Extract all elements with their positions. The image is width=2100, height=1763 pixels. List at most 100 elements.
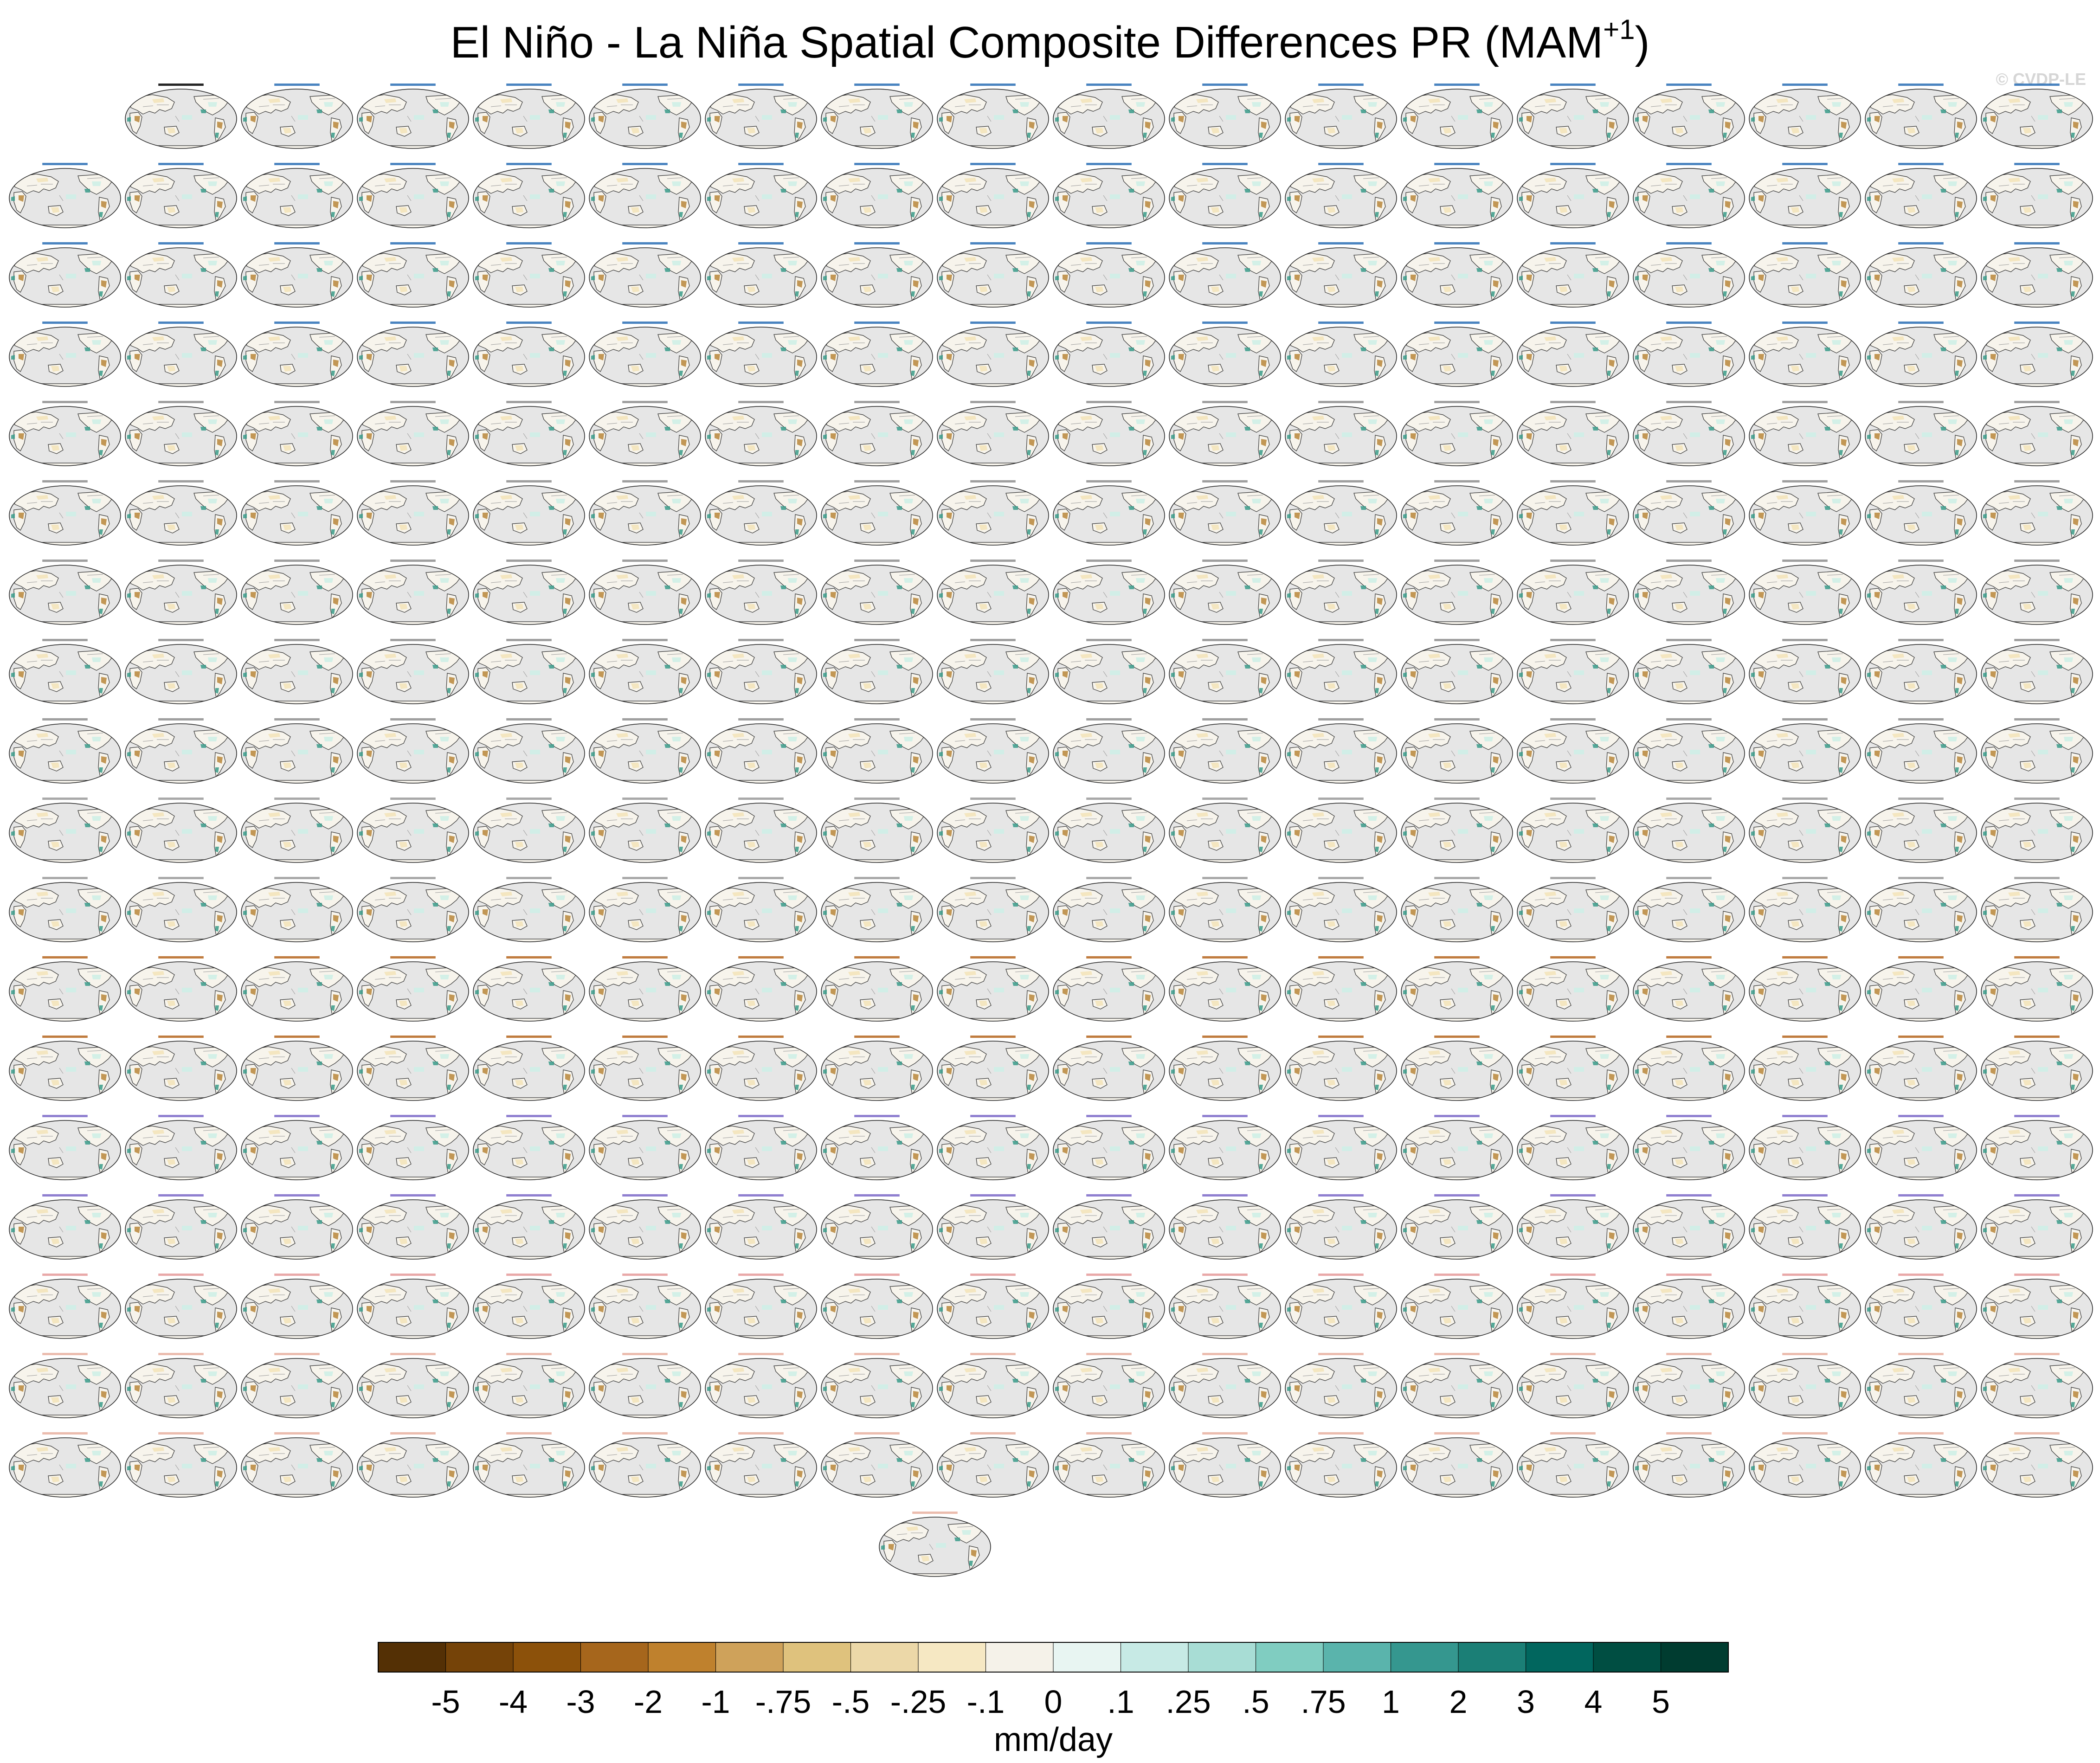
- colorbar-swatch: [1188, 1642, 1256, 1673]
- panel-label: [274, 322, 320, 324]
- colorbar-swatch: [1323, 1642, 1391, 1673]
- panel-label: [1318, 718, 1364, 721]
- map-panel: [821, 718, 933, 784]
- panel-label: [1666, 163, 1712, 165]
- map-panel-globe: [357, 1120, 469, 1181]
- map-panel: [1169, 560, 1281, 625]
- map-panel-globe: [1865, 89, 1977, 149]
- map-panel-globe: [589, 168, 701, 229]
- panel-label: [738, 718, 784, 721]
- panel-label: [1666, 639, 1712, 641]
- map-panel: [241, 242, 353, 308]
- map-panel-globe: [9, 962, 121, 1022]
- map-panel-globe: [473, 89, 585, 149]
- map-panel-globe: [1401, 89, 1513, 149]
- map-panel-globe: [1053, 803, 1165, 863]
- panel-label: [1434, 84, 1480, 86]
- map-panel-globe: [589, 803, 701, 863]
- map-panel-globe: [1517, 406, 1629, 467]
- panel-label: [970, 322, 1016, 324]
- panel-label: [1666, 1036, 1712, 1038]
- map-panel-globe: [1517, 1041, 1629, 1101]
- map-panel: [1865, 322, 1977, 387]
- map-panel-globe: [9, 1279, 121, 1339]
- map-panel: [705, 1115, 817, 1181]
- panel-label: [42, 242, 88, 245]
- map-panel: [1633, 1432, 1745, 1498]
- map-panel: [1749, 877, 1861, 943]
- panel-label: [1782, 798, 1828, 800]
- panel-label: [854, 1274, 900, 1276]
- panel-label: [970, 480, 1016, 483]
- panel-label: [1550, 84, 1596, 86]
- map-panel: [821, 1115, 933, 1181]
- panel-label: [1318, 480, 1364, 483]
- map-panel: [879, 1512, 991, 1577]
- map-panel: [937, 401, 1049, 467]
- panel-label: [1318, 242, 1364, 245]
- panel-label: [1434, 1353, 1480, 1355]
- map-panel-globe: [1865, 1120, 1977, 1181]
- map-panel: [1401, 1274, 1513, 1339]
- map-panel-globe: [9, 327, 121, 387]
- colorbar-tick-label: -3: [566, 1684, 595, 1720]
- map-panel-globe: [1865, 486, 1977, 546]
- panel-label: [854, 639, 900, 641]
- panel-label: [1434, 322, 1480, 324]
- map-panel: [1053, 401, 1165, 467]
- panel-label: [158, 1115, 204, 1117]
- panel-label: [738, 1353, 784, 1355]
- map-panel-globe: [241, 168, 353, 229]
- map-panel: [821, 1274, 933, 1339]
- map-panel-globe: [1401, 1358, 1513, 1419]
- map-panel: [1517, 956, 1629, 1022]
- map-panel: [357, 1036, 469, 1101]
- map-panel-globe: [357, 962, 469, 1022]
- map-panel-globe: [1981, 644, 2093, 705]
- panel-label: [1550, 718, 1596, 721]
- panel-label: [1086, 956, 1132, 959]
- map-panel-globe: [241, 724, 353, 784]
- panel-label: [738, 1036, 784, 1038]
- map-panel: [705, 1432, 817, 1498]
- map-panel-globe: [473, 1358, 585, 1419]
- map-panel: [1285, 1432, 1397, 1498]
- map-panel-globe: [821, 1438, 933, 1498]
- map-panel: [705, 956, 817, 1022]
- panel-label: [158, 242, 204, 245]
- map-panel: [1865, 1036, 1977, 1101]
- panel-label: [1202, 956, 1248, 959]
- map-panel-globe: [821, 962, 933, 1022]
- map-panel: [821, 560, 933, 625]
- map-panel-globe: [937, 327, 1049, 387]
- map-panel-globe: [1401, 406, 1513, 467]
- map-panel: [9, 1353, 121, 1419]
- map-panel-globe: [1053, 1120, 1165, 1181]
- map-panel-globe: [1285, 406, 1397, 467]
- map-panel: [1981, 1194, 2093, 1260]
- map-panel: [705, 1353, 817, 1419]
- map-panel: [1053, 798, 1165, 863]
- panel-label: [622, 1194, 668, 1197]
- panel-label: [1434, 480, 1480, 483]
- map-panel: [1285, 560, 1397, 625]
- map-panel-globe: [1517, 644, 1629, 705]
- map-panel: [357, 242, 469, 308]
- map-panel-globe: [821, 565, 933, 625]
- map-panel-globe: [125, 327, 237, 387]
- panel-label: [1550, 163, 1596, 165]
- panel-label: [1434, 798, 1480, 800]
- map-panel: [241, 718, 353, 784]
- panel-label: [274, 480, 320, 483]
- map-panel: [241, 401, 353, 467]
- map-panel: [1517, 718, 1629, 784]
- panel-label: [506, 1194, 552, 1197]
- panel-label: [1550, 560, 1596, 562]
- panel-label: [1666, 242, 1712, 245]
- map-panel-globe: [1749, 89, 1861, 149]
- panel-label: [1086, 1194, 1132, 1197]
- panel-label: [970, 1274, 1016, 1276]
- panel-label: [854, 798, 900, 800]
- panel-label: [1898, 1353, 1944, 1355]
- map-panel: [241, 1432, 353, 1498]
